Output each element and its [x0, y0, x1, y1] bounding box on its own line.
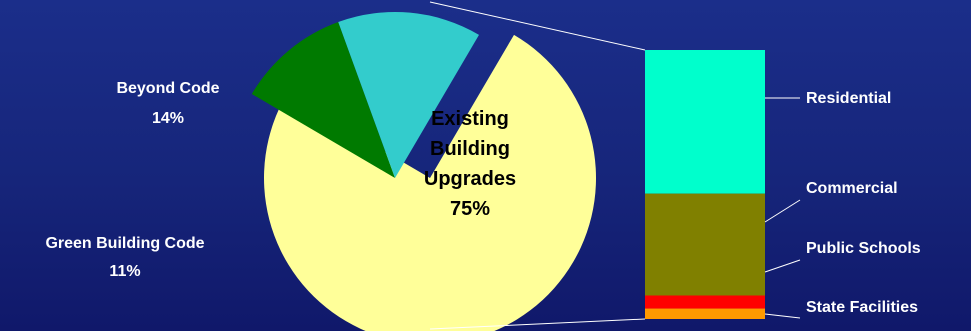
label-beyond-code: Beyond Code	[116, 80, 219, 97]
leader-line-commercial	[764, 199, 801, 223]
bar-label-commercial: Commercial	[806, 180, 898, 197]
bar-label-public-schools: Public Schools	[806, 240, 921, 257]
connector-top-line	[429, 1, 646, 51]
label-green-building-code: Green Building Code	[45, 235, 204, 252]
label-existing-line-2: Building	[430, 138, 510, 160]
bar-segment-public-schools	[645, 295, 765, 309]
bar-segment-residential	[645, 50, 765, 194]
pct-green-building-code: 11%	[109, 263, 140, 280]
pie-slice-existing-building-upgrades	[264, 34, 596, 331]
leader-line-public-schools	[764, 259, 801, 273]
pie-slice-green-building-code	[251, 22, 395, 179]
label-existing-line-3: Upgrades	[424, 168, 516, 190]
pct-beyond-code: 14%	[152, 110, 184, 127]
bar-segment-commercial	[645, 193, 765, 296]
stacked-bar	[645, 50, 765, 319]
bar-segment-state-facilities	[645, 308, 765, 319]
stacked-bar-labels: Residential Commercial Public Schools State…	[764, 90, 921, 319]
leader-line-state-facilities	[764, 313, 801, 319]
label-existing-line-1: Existing	[431, 108, 509, 130]
pct-existing-building-upgrades: 75%	[450, 198, 490, 220]
bar-label-state-facilities: State Facilities	[806, 299, 918, 316]
pie-slice-beyond-code	[338, 12, 480, 179]
pie-chart	[251, 12, 596, 331]
connector-bottom-line	[429, 318, 646, 330]
bar-label-residential: Residential	[806, 90, 891, 107]
pie-to-bar-connectors	[429, 1, 646, 330]
